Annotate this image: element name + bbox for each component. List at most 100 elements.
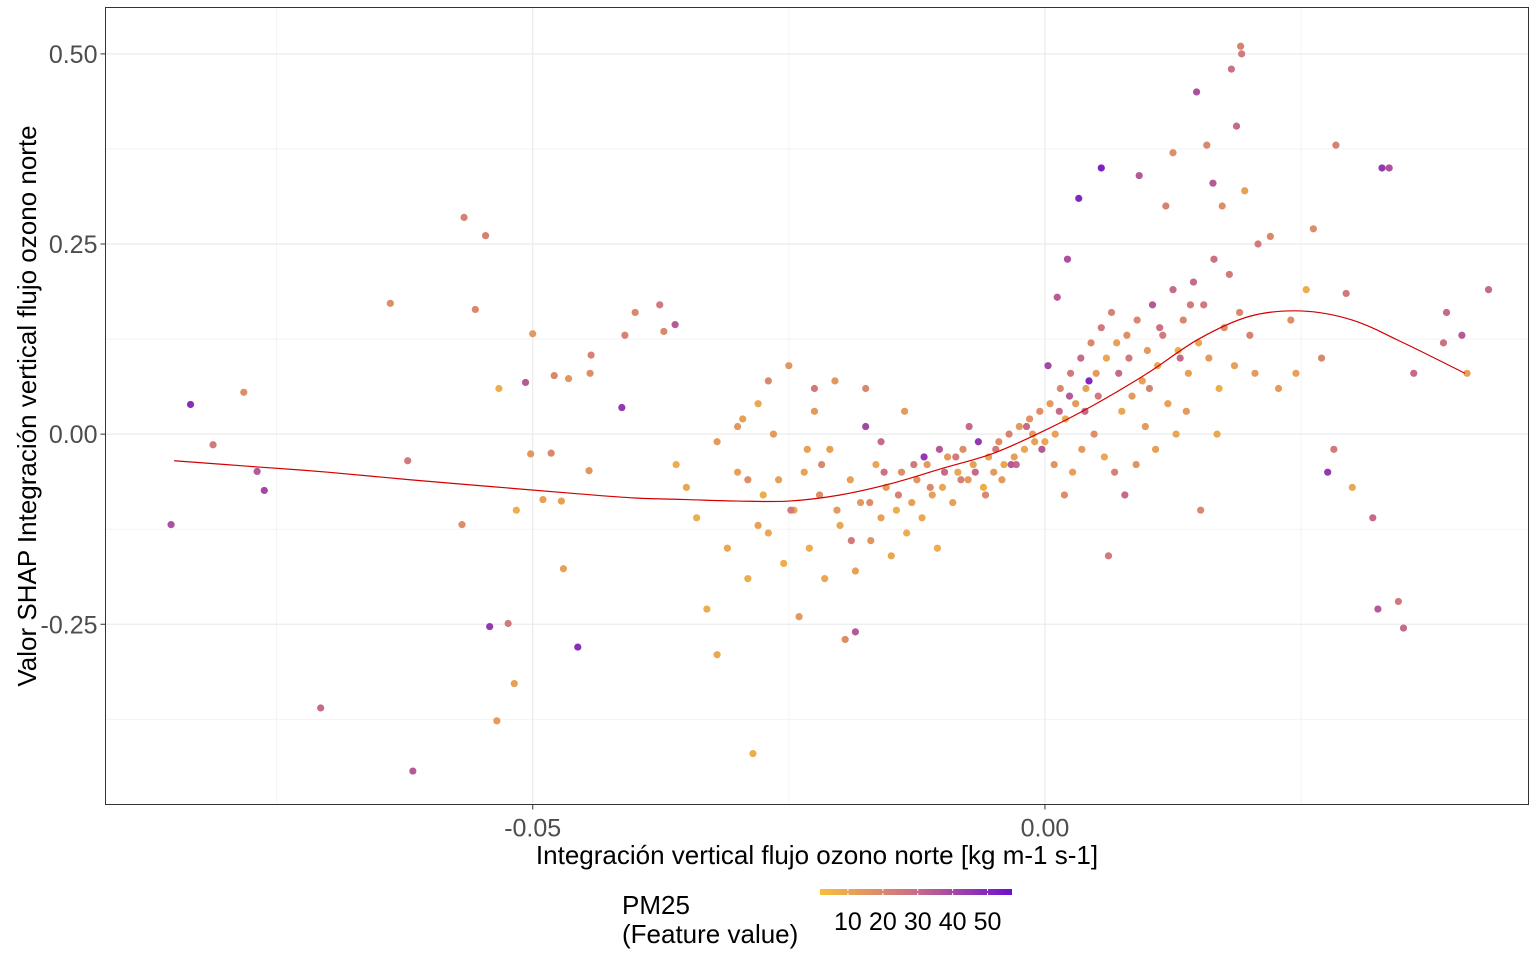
data-point [1179, 316, 1187, 324]
data-point [1000, 460, 1008, 469]
data-point [990, 468, 998, 476]
data-point [1176, 354, 1184, 362]
data-point [1141, 422, 1149, 431]
data-point [821, 575, 829, 583]
data-point [744, 575, 752, 583]
data-point [1192, 88, 1201, 96]
plot-background [105, 7, 1529, 805]
data-point [1036, 407, 1044, 415]
data-point [1410, 369, 1418, 377]
data-point [1100, 453, 1108, 461]
plot-border [105, 7, 1529, 805]
data-point [944, 453, 952, 461]
data-point [769, 430, 778, 438]
data-point [938, 483, 947, 491]
data-point [1132, 460, 1140, 469]
y-axis-label: Valor SHAP Integración vertical flujo oz… [12, 125, 42, 686]
data-point [493, 717, 501, 725]
data-point [1184, 369, 1192, 377]
data-point [803, 445, 811, 453]
data-point [1235, 308, 1244, 317]
data-point [1025, 415, 1034, 423]
y-axis: -0.25 0.00 0.25 0.50 [41, 41, 106, 639]
data-point [995, 438, 1003, 446]
x-tick-label: -0.05 [504, 815, 561, 843]
data-point [979, 483, 988, 491]
data-point [1330, 445, 1338, 453]
data-point [1292, 369, 1300, 377]
data-point [574, 643, 582, 651]
data-point [831, 377, 839, 385]
data-point [810, 407, 819, 415]
data-point [1055, 407, 1063, 415]
data-point [564, 375, 573, 383]
data-point [1123, 331, 1131, 339]
data-point [504, 619, 512, 628]
data-point [833, 506, 841, 514]
data-point [1213, 430, 1221, 438]
data-point [1287, 316, 1295, 324]
data-point [734, 468, 742, 476]
data-point [1125, 354, 1133, 362]
data-point [1007, 460, 1015, 469]
scatter-points [167, 42, 1493, 775]
data-point [618, 403, 626, 412]
data-point [1053, 293, 1061, 301]
data-point [167, 521, 175, 529]
data-point [1210, 255, 1218, 263]
data-point [495, 384, 503, 393]
data-point [1097, 324, 1105, 332]
data-point [1012, 460, 1020, 469]
data-point [1378, 164, 1386, 172]
data-point [949, 498, 957, 507]
data-point [867, 537, 875, 545]
legend: PM25 (Feature value) 10 20 30 40 50 [622, 889, 1012, 949]
data-point [1484, 286, 1493, 294]
data-point [1197, 506, 1205, 514]
data-point [846, 476, 854, 484]
data-point [1066, 369, 1075, 377]
data-point [866, 498, 874, 507]
data-point [1348, 483, 1356, 491]
data-point [1324, 468, 1332, 476]
legend-title-line2: (Feature value) [622, 919, 798, 949]
legend-tick-label: 30 [904, 908, 932, 936]
data-point [1015, 422, 1023, 431]
data-point [1458, 331, 1466, 339]
data-point [1135, 171, 1143, 180]
data-point [1050, 460, 1058, 469]
data-point [409, 767, 417, 775]
data-point [1174, 346, 1182, 355]
data-point [818, 460, 826, 469]
data-point [877, 438, 885, 446]
data-point [1121, 491, 1129, 499]
data-point [1172, 430, 1180, 438]
data-point [1077, 354, 1085, 362]
data-point [1254, 240, 1262, 248]
data-point [1060, 491, 1069, 499]
data-point [744, 476, 752, 484]
data-point [928, 491, 936, 499]
data-point [900, 407, 909, 415]
x-tick-label: 0.00 [1021, 815, 1070, 843]
data-point [253, 467, 261, 476]
data-point [585, 467, 593, 475]
data-point [656, 301, 664, 309]
legend-title-line1: PM25 [622, 890, 690, 920]
data-point [1090, 430, 1098, 438]
data-point [660, 327, 668, 336]
data-point [1238, 50, 1246, 58]
data-point [1156, 324, 1164, 332]
legend-colorbar [820, 889, 1012, 895]
legend-tick-label: 10 [834, 908, 862, 936]
data-point [240, 388, 248, 396]
data-point [785, 362, 793, 370]
data-point [920, 453, 928, 461]
data-point [1143, 346, 1151, 355]
data-point [1237, 42, 1245, 50]
data-point [887, 552, 895, 560]
data-point [1225, 270, 1233, 279]
data-point [1463, 369, 1471, 377]
data-point [1442, 308, 1451, 317]
